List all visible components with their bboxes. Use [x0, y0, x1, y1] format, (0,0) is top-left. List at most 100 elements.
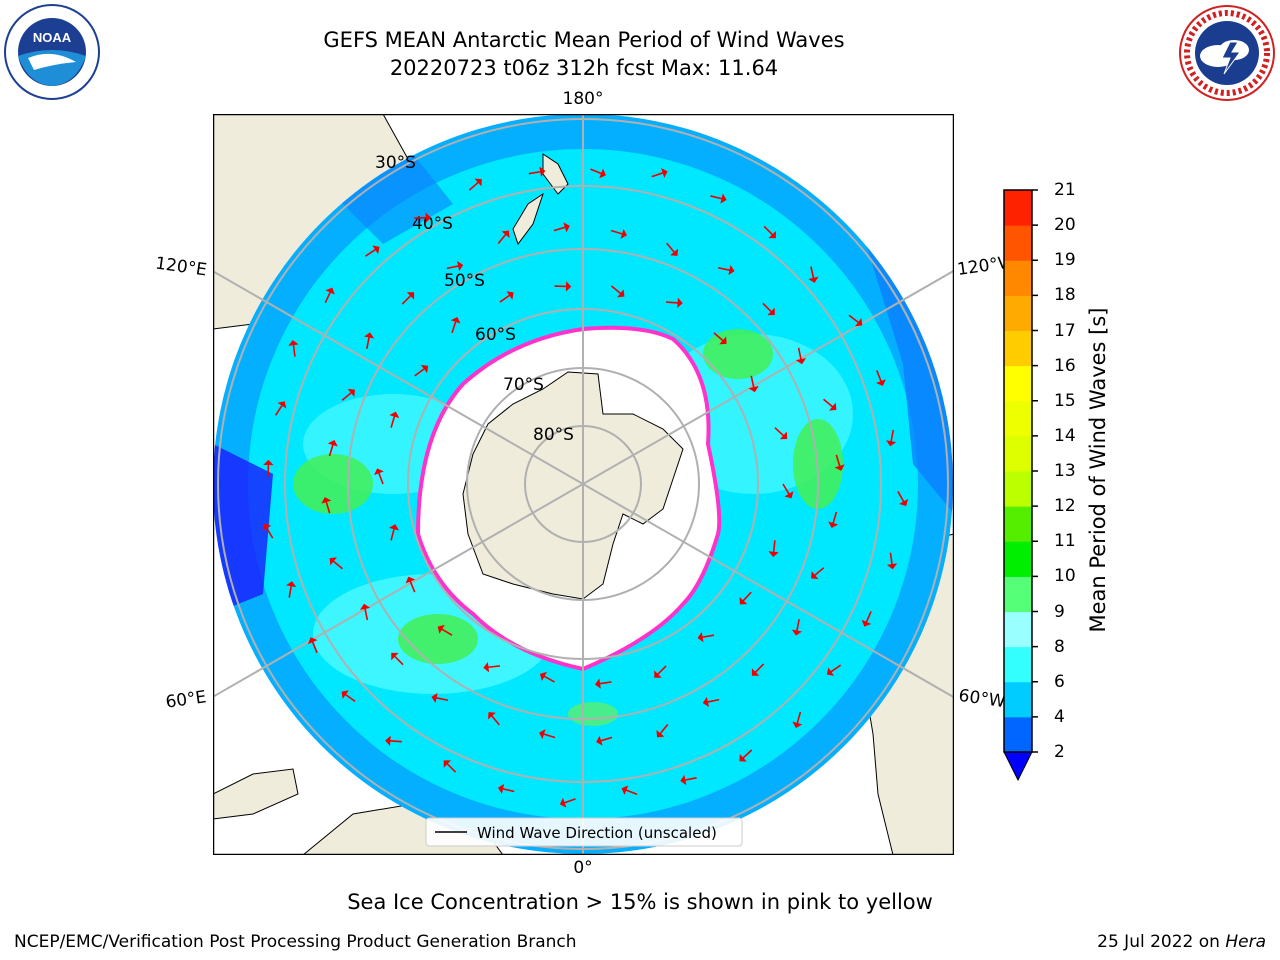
wind-arrow-head	[594, 678, 601, 689]
wind-arrow	[830, 664, 842, 673]
polar-map: 30°S 40°S 50°S 60°S 70°S 80°S Wind Wave …	[213, 114, 954, 855]
wind-arrow	[810, 266, 815, 279]
wind-arrow-head	[474, 178, 482, 187]
wind-arrow	[265, 527, 274, 539]
colorbar-tick-label: 13	[1054, 461, 1076, 481]
wind-arrow-head	[372, 245, 380, 255]
colorbar-tick-label: 19	[1054, 250, 1076, 271]
wind-arrow	[742, 591, 752, 602]
footer-credit: NCEP/EMC/Verification Post Processing Pr…	[14, 932, 577, 952]
wind-arrow	[657, 665, 667, 676]
wind-arrow	[441, 628, 453, 636]
wind-arrow-head	[768, 551, 779, 557]
wind-arrow-head	[599, 168, 606, 179]
wind-arrow	[742, 749, 753, 759]
wind-arrow-head	[483, 662, 490, 673]
colorbar-segment	[1004, 506, 1032, 542]
wind-arrow	[590, 168, 602, 175]
sea-ice-caption: Sea Ice Concentration > 15% is shown in …	[347, 890, 933, 914]
wind-arrow-head	[539, 166, 546, 177]
wind-arrow-head	[855, 317, 863, 327]
wind-arrow-head	[437, 624, 445, 634]
wind-arrow-head	[661, 168, 668, 178]
wind-arrow-head	[670, 248, 679, 256]
wind-arrow-head	[697, 632, 704, 643]
wind-arrow	[366, 336, 370, 349]
colorbar-tick-label: 4	[1054, 706, 1065, 727]
wind-arrow-head	[656, 730, 665, 738]
wind-arrow	[774, 427, 785, 437]
madagascar-land	[213, 768, 299, 820]
wind-arrow-head	[784, 491, 794, 499]
wind-arrow-head	[596, 735, 603, 746]
wind-arrow	[332, 560, 344, 570]
wind-arrow	[468, 181, 479, 191]
wind-arrow	[553, 226, 566, 232]
colorbar-tick-label: 20	[1054, 215, 1076, 236]
wind-arrow-head	[677, 297, 683, 309]
wind-arrow-head	[286, 581, 297, 588]
wind-arrow-head	[341, 690, 349, 699]
wind-arrow-head	[680, 774, 687, 786]
wind-arrow-head	[886, 440, 897, 447]
wind-arrow-head	[739, 596, 748, 605]
wind-arrow	[502, 788, 515, 793]
wind-arrow	[796, 711, 802, 724]
legend-label: Wind Wave Direction (unscaled)	[477, 824, 717, 842]
antarctica-land	[462, 371, 684, 600]
wind-arrow-head	[425, 212, 431, 223]
wind-arrow-head	[876, 379, 886, 386]
colorbar-tick-label: 15	[1054, 390, 1076, 411]
wind-arrow	[274, 404, 283, 416]
wind-arrow	[796, 619, 800, 632]
colorbar-segment	[1004, 365, 1032, 402]
wind-arrow	[378, 472, 384, 485]
wind-arrow-head	[861, 619, 872, 627]
wind-arrow-head	[829, 402, 837, 411]
wind-arrow-head	[457, 260, 464, 272]
wind-arrow	[684, 777, 697, 781]
colorbar-segment	[1004, 646, 1032, 683]
wind-arrow	[890, 429, 895, 442]
wind-arrow-head	[792, 721, 803, 729]
wind-arrow-head	[834, 464, 845, 471]
colorbar-tick-label: 14	[1054, 425, 1076, 446]
wind-arrow	[814, 567, 825, 577]
wind-arrow-head	[388, 524, 400, 531]
wind-arrow-head	[720, 193, 727, 204]
colorbar-segment	[1004, 541, 1032, 577]
wind-arrow-head	[767, 307, 775, 316]
wind-arrow-head	[374, 468, 384, 476]
wind-arrow-head	[506, 291, 514, 300]
colorbar-tick-label: 21	[1054, 180, 1076, 200]
wind-arrow-head	[751, 668, 760, 676]
meridian-60e-120w	[213, 269, 954, 698]
colorbar-segment	[1004, 681, 1032, 718]
wind-arrow	[328, 444, 334, 457]
wind-arrow-head	[288, 340, 299, 346]
wind-arrow-head	[559, 797, 567, 808]
wind-arrow	[389, 740, 402, 743]
wind-arrow	[772, 540, 776, 553]
wind-arrow-head	[405, 576, 416, 584]
colorbar-tick-label: 6	[1054, 671, 1065, 692]
wind-arrow	[865, 611, 872, 623]
wind-arrow-head	[539, 671, 547, 681]
wind-arrow	[762, 302, 772, 313]
wind-arrow-head	[450, 316, 461, 324]
wind-arrow-head	[347, 388, 355, 397]
wind-arrow-head	[702, 696, 709, 708]
wind-arrow-head	[621, 785, 629, 796]
wind-arrow	[835, 454, 841, 467]
wind-arrow-head	[538, 729, 546, 740]
wind-arrow	[394, 655, 404, 666]
colorbar-tick-label: 8	[1054, 636, 1065, 657]
wind-arrow-head	[420, 364, 429, 374]
map-subtitle: 20220723 t06z 312h fcst Max: 11.64	[389, 56, 779, 80]
lat-label-70: 70°S	[503, 375, 544, 395]
wind-arrow	[311, 641, 318, 654]
wind-arrow-head	[811, 571, 819, 580]
wind-arrow	[600, 736, 613, 742]
colorbar-segment	[1004, 435, 1032, 472]
colorbar-tick-label: 2	[1054, 742, 1065, 762]
